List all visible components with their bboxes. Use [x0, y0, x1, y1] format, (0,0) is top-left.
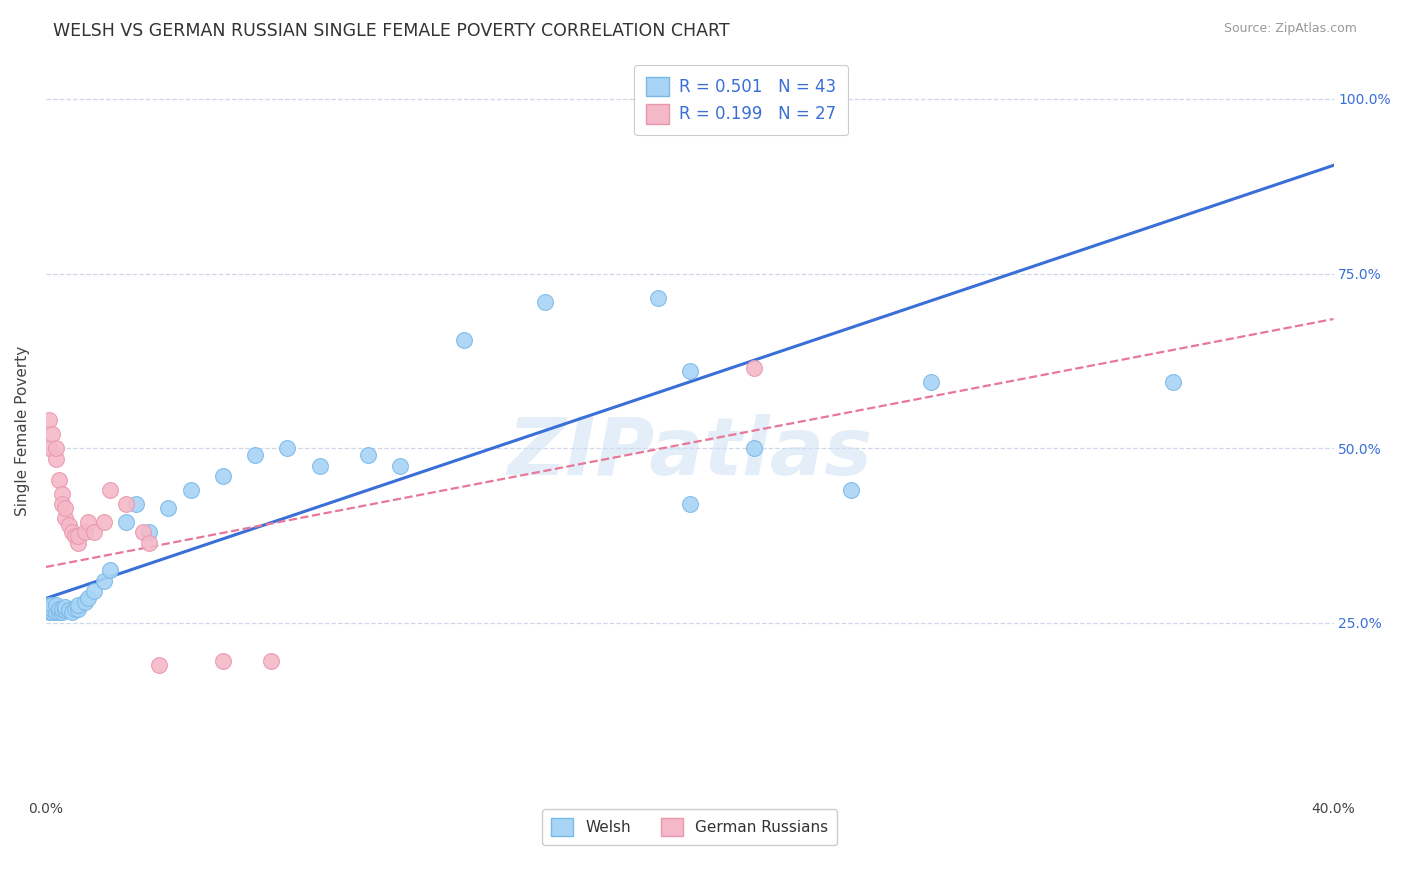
Point	[38, 413, 60, 427]
Point	[138, 524, 160, 539]
Point	[60, 605, 83, 619]
Point	[1161, 375, 1184, 389]
Point	[157, 500, 180, 515]
Point	[38, 441, 60, 455]
Point	[45, 599, 67, 613]
Point	[920, 375, 942, 389]
Point	[742, 360, 765, 375]
Point	[45, 451, 67, 466]
Point	[67, 535, 90, 549]
Point	[53, 511, 76, 525]
Point	[245, 448, 267, 462]
Point	[93, 515, 115, 529]
Point	[742, 441, 765, 455]
Point	[53, 600, 76, 615]
Legend: Welsh, German Russians: Welsh, German Russians	[543, 809, 837, 845]
Point	[60, 524, 83, 539]
Point	[67, 602, 90, 616]
Point	[48, 602, 70, 616]
Point	[41, 427, 63, 442]
Y-axis label: Single Female Poverty: Single Female Poverty	[15, 345, 30, 516]
Point	[138, 535, 160, 549]
Point	[48, 605, 70, 619]
Point	[67, 599, 90, 613]
Point	[180, 483, 202, 497]
Point	[45, 441, 67, 455]
Point	[839, 483, 862, 497]
Point	[115, 515, 138, 529]
Point	[76, 591, 98, 606]
Point	[93, 574, 115, 588]
Point	[212, 469, 235, 483]
Point	[51, 605, 73, 619]
Point	[679, 497, 702, 511]
Point	[125, 497, 148, 511]
Point	[41, 605, 63, 619]
Point	[83, 584, 105, 599]
Point	[131, 524, 153, 539]
Point	[53, 603, 76, 617]
Point	[73, 595, 96, 609]
Point	[276, 441, 298, 455]
Point	[51, 602, 73, 616]
Point	[260, 654, 283, 668]
Text: WELSH VS GERMAN RUSSIAN SINGLE FEMALE POVERTY CORRELATION CHART: WELSH VS GERMAN RUSSIAN SINGLE FEMALE PO…	[53, 22, 730, 40]
Point	[83, 524, 105, 539]
Point	[51, 486, 73, 500]
Point	[389, 458, 412, 473]
Point	[41, 599, 63, 613]
Point	[357, 448, 380, 462]
Text: Source: ZipAtlas.com: Source: ZipAtlas.com	[1223, 22, 1357, 36]
Point	[76, 515, 98, 529]
Point	[308, 458, 330, 473]
Point	[212, 654, 235, 668]
Point	[58, 603, 80, 617]
Point	[45, 605, 67, 619]
Text: ZIPatlas: ZIPatlas	[508, 414, 872, 491]
Point	[38, 599, 60, 613]
Point	[148, 657, 170, 672]
Point	[679, 364, 702, 378]
Point	[98, 564, 121, 578]
Point	[534, 294, 557, 309]
Point	[115, 497, 138, 511]
Point	[73, 524, 96, 539]
Point	[63, 528, 86, 542]
Point	[63, 602, 86, 616]
Point	[58, 518, 80, 533]
Point	[98, 483, 121, 497]
Point	[38, 605, 60, 619]
Point	[41, 602, 63, 616]
Point	[51, 497, 73, 511]
Point	[67, 528, 90, 542]
Point	[53, 500, 76, 515]
Point	[647, 291, 669, 305]
Point	[48, 473, 70, 487]
Point	[453, 333, 475, 347]
